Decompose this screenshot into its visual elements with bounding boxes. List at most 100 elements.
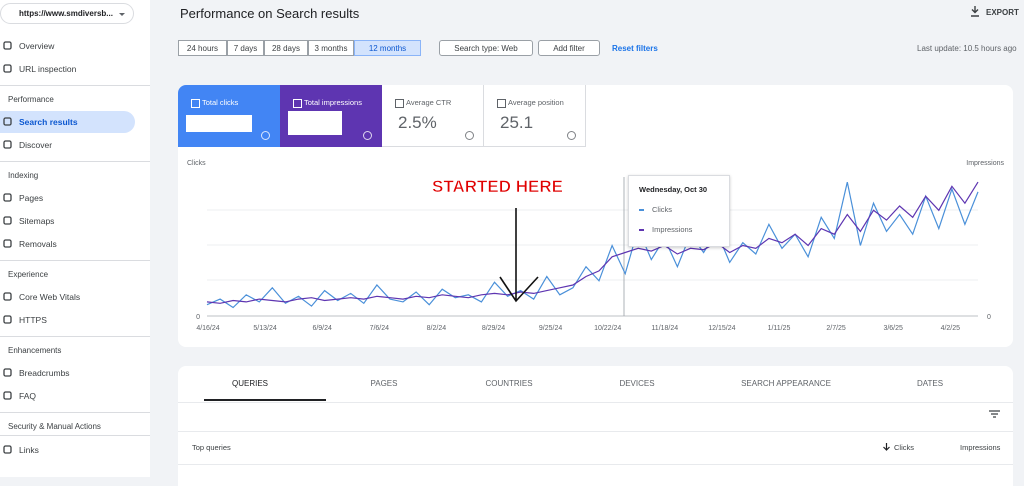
column-header: Top queries: [192, 443, 231, 452]
nav-icon: [3, 216, 12, 225]
divider: [0, 412, 150, 413]
date-range-chip[interactable]: 12 months: [354, 40, 421, 56]
table-tab[interactable]: DATES: [916, 379, 944, 388]
metric-checkbox: [497, 99, 506, 108]
tooltip-date: Wednesday, Oct 30: [639, 185, 708, 194]
date-range-chip[interactable]: 3 months: [308, 40, 354, 56]
metric-label: Average position: [508, 98, 564, 107]
nav-item[interactable]: FAQ: [19, 391, 37, 401]
icon-shape: [3, 315, 12, 324]
x-tick-label: 4/16/24: [196, 325, 219, 332]
filter-icon[interactable]: [989, 410, 1000, 418]
nav-item[interactable]: Links: [19, 445, 39, 455]
metric-redaction: [288, 111, 342, 135]
x-tick-label: 1/11/25: [768, 325, 791, 332]
search-type-chip[interactable]: Search type: Web: [439, 40, 533, 56]
metric-card[interactable]: Total impressions: [280, 85, 382, 147]
divider: [0, 85, 150, 86]
nav-icon: [3, 368, 12, 377]
nav-item[interactable]: Pages: [19, 193, 44, 203]
metric-card[interactable]: Total clicks: [178, 85, 280, 147]
icon-shape: [3, 445, 12, 454]
table-tab[interactable]: PAGES: [370, 379, 398, 388]
icon-shape: [3, 292, 12, 301]
add-filter-chip[interactable]: Add filter: [538, 40, 600, 56]
icon-shape: [3, 117, 12, 126]
icon: [989, 410, 1000, 418]
help-icon: [363, 131, 372, 140]
tooltip-item: Impressions: [652, 225, 693, 234]
nav-item[interactable]: HTTPS: [19, 315, 47, 325]
nav-icon: [3, 64, 12, 73]
series-line: [206, 181, 979, 304]
x-tick-label: 8/2/24: [427, 325, 447, 332]
nav-icon: [3, 117, 12, 126]
x-tick-label: 8/29/24: [482, 325, 505, 332]
annotation: STARTED HERE: [432, 177, 563, 196]
nav-icon: [3, 391, 12, 400]
nav-section[interactable]: Experience: [8, 270, 49, 279]
nav-icon: [3, 292, 12, 301]
sort-arrow: [883, 443, 890, 451]
help-icon: [465, 131, 474, 140]
nav-section[interactable]: Performance: [8, 95, 54, 104]
column-header[interactable]: Impressions: [960, 443, 1001, 452]
nav-item[interactable]: Sitemaps: [19, 216, 55, 226]
x-tick-label: 9/25/24: [539, 325, 562, 332]
nav-item[interactable]: Breadcrumbs: [19, 368, 70, 378]
icon: [883, 443, 890, 451]
nav-item[interactable]: URL inspection: [19, 64, 77, 74]
metric-card[interactable]: Average position 25.1: [484, 85, 586, 147]
nav-item[interactable]: Core Web Vitals: [19, 292, 81, 302]
table-tab[interactable]: COUNTRIES: [485, 379, 533, 388]
nav-selected-bg: [0, 111, 135, 133]
metric-checkbox: [293, 99, 302, 108]
help-icon: [261, 131, 270, 140]
x-tick-label: 11/18/24: [651, 325, 678, 332]
nav-section[interactable]: Enhancements: [8, 346, 62, 355]
x-tick-label: 7/6/24: [370, 325, 390, 332]
date-range-chip[interactable]: 28 days: [264, 40, 308, 56]
metric-label: Total clicks: [202, 98, 239, 107]
annotation-arrow: [499, 208, 539, 303]
icon-shape: [3, 193, 12, 202]
icon-shape: [3, 41, 12, 50]
divider: [0, 260, 150, 261]
nav-item[interactable]: Discover: [19, 140, 53, 150]
tooltip-item: Clicks: [652, 205, 672, 214]
table-card: QUERIES PAGES COUNTRIES DEVICES SEARCH APPEA…: [178, 366, 1013, 486]
metric-value: 25.1: [500, 113, 534, 132]
x-tick-label: 5/13/24: [253, 325, 276, 332]
divider: [0, 336, 150, 337]
table-tab[interactable]: SEARCH APPEARANCE: [741, 379, 831, 388]
property-selector[interactable]: https://www.smdiversb...: [0, 3, 134, 24]
export-button[interactable]: EXPORT: [986, 8, 1019, 17]
row-divider: [178, 464, 1013, 465]
table-tab[interactable]: DEVICES: [619, 379, 655, 388]
metric-card[interactable]: Average CTR 2.5%: [382, 85, 484, 147]
date-range-chip[interactable]: 24 hours: [178, 40, 227, 56]
nav-icon: [3, 41, 12, 50]
nav-icon: [3, 445, 12, 454]
icon: [971, 6, 979, 17]
icon-shape: [3, 140, 12, 149]
nav-item[interactable]: Search results: [19, 117, 78, 127]
column-header[interactable]: Clicks: [894, 443, 914, 452]
nav-icon: [3, 193, 12, 202]
nav-section[interactable]: Indexing: [8, 171, 39, 180]
property-url: https://www.smdiversb...: [19, 9, 113, 18]
reset-filters[interactable]: Reset filters: [612, 44, 658, 53]
icon-shape: [3, 368, 12, 377]
page-title: Performance on Search results: [180, 6, 360, 21]
nav-section[interactable]: Security & Manual Actions: [8, 422, 101, 431]
table-tab[interactable]: QUERIES: [231, 379, 269, 388]
x-tick-label: 3/6/25: [883, 325, 903, 332]
nav-item[interactable]: Overview: [19, 41, 55, 51]
tooltip-swatch: [639, 229, 644, 231]
metric-checkbox: [395, 99, 404, 108]
icon-shape: [3, 216, 12, 225]
tab-underline: [204, 399, 326, 401]
metric-label: Total impressions: [304, 98, 362, 107]
date-range-chip[interactable]: 7 days: [227, 40, 264, 56]
nav-item[interactable]: Removals: [19, 239, 57, 249]
